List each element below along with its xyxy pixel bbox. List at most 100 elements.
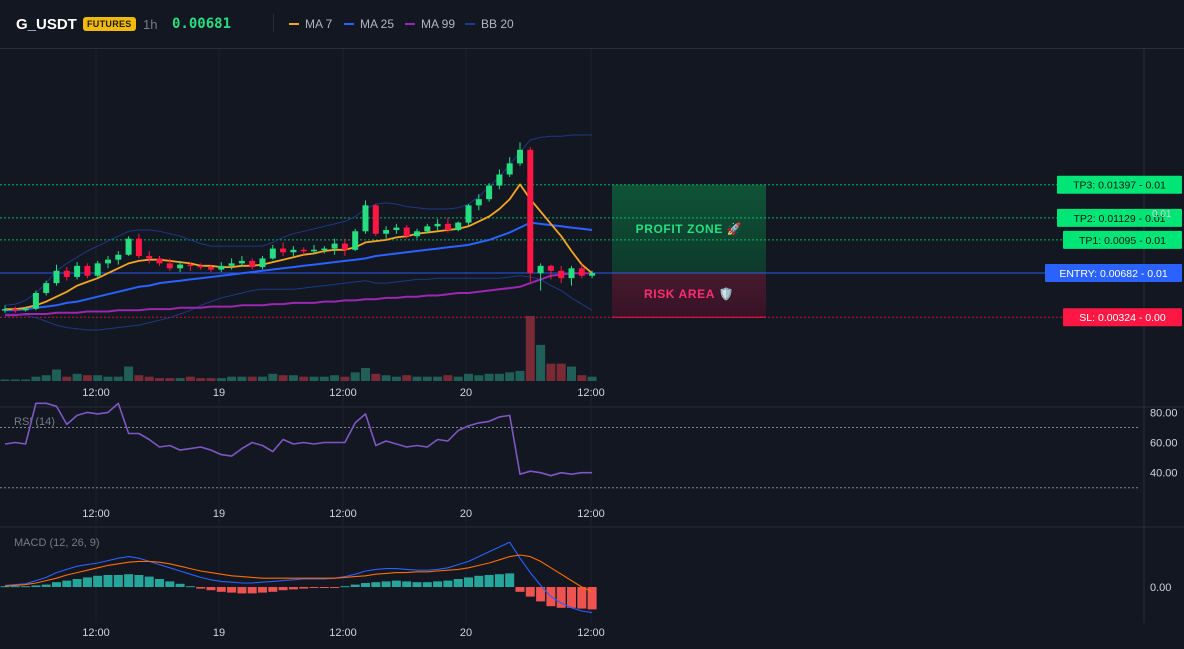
volume-bar xyxy=(93,375,103,381)
legend-ma7-label: MA 7 xyxy=(305,17,333,31)
macd-hist-bar xyxy=(515,587,525,592)
chart-header: G_USDT FUTURES 1h 0.00681 MA 7 MA 25 MA … xyxy=(0,0,1184,49)
macd-time-tick-label: 12:00 xyxy=(329,627,357,639)
price-time-tick-label: 12:00 xyxy=(82,387,110,399)
volume-bar xyxy=(422,376,432,381)
volume-bar xyxy=(412,376,422,381)
candle-body xyxy=(352,231,359,250)
rsi-time-tick-label: 19 xyxy=(213,508,225,520)
macd-hist-bar xyxy=(52,582,61,587)
macd-hist-bar xyxy=(21,586,31,588)
candle-body xyxy=(238,260,245,264)
volume-bar xyxy=(206,378,216,381)
candle-body xyxy=(414,231,420,237)
macd-hist-bar xyxy=(350,584,360,587)
macd-hist-bar xyxy=(227,587,237,593)
volume-bar xyxy=(587,376,597,381)
volume-bar xyxy=(0,379,10,381)
volume-bar xyxy=(258,376,267,381)
volume-bar xyxy=(371,373,381,381)
candle-body xyxy=(455,222,462,231)
candle-body xyxy=(475,199,482,206)
macd-hist-bar xyxy=(0,586,10,588)
volume-bar xyxy=(196,378,206,381)
legend-ma7-swatch xyxy=(289,22,299,25)
macd-hist-bar xyxy=(402,581,412,587)
level-label-tp3: TP3: 0.01397 - 0.01 xyxy=(1073,180,1166,192)
volume-bar xyxy=(546,363,556,381)
volume-bar xyxy=(124,366,134,381)
volume-bar xyxy=(505,372,515,381)
last-price: 0.00681 xyxy=(172,16,232,32)
candle-body xyxy=(187,264,194,267)
macd-time-tick-label: 20 xyxy=(460,627,472,639)
macd-hist-bar xyxy=(484,575,494,587)
header-divider xyxy=(273,14,274,32)
volume-bar xyxy=(453,376,463,381)
volume-bar xyxy=(361,368,370,381)
candle-body xyxy=(32,293,39,309)
macd-hist-bar xyxy=(556,587,566,608)
volume-bar xyxy=(567,366,576,381)
candle-body xyxy=(84,265,91,276)
macd-time-tick-label: 19 xyxy=(213,627,225,639)
candle-body xyxy=(125,238,132,255)
macd-hist-bar xyxy=(31,585,41,587)
level-label-sl: SL: 0.00324 - 0.00 xyxy=(1079,312,1166,324)
macd-hist-bar xyxy=(391,580,401,587)
volume-bar xyxy=(494,373,504,381)
macd-hist-bar xyxy=(216,587,226,592)
volume-bar xyxy=(433,376,443,381)
volume-bar xyxy=(103,376,113,381)
legend-ma99-label: MA 99 xyxy=(421,17,456,31)
macd-hist-bar xyxy=(10,586,20,588)
volume-bar xyxy=(464,373,473,381)
macd-hist-bar xyxy=(299,587,309,589)
candle-body xyxy=(197,265,204,268)
symbol-name[interactable]: G_USDT xyxy=(16,16,77,33)
candle-body xyxy=(341,243,348,250)
macd-time-tick-label: 12:00 xyxy=(577,627,605,639)
candle-body xyxy=(135,238,142,256)
candle-body xyxy=(362,205,369,232)
volume-bar xyxy=(82,375,92,381)
volume-bar xyxy=(247,376,257,381)
macd-hist-bar xyxy=(175,583,185,587)
macd-hist-bar xyxy=(155,579,164,587)
candle-body xyxy=(589,273,596,276)
legend-ma7[interactable]: MA 7 xyxy=(289,17,332,31)
macd-line xyxy=(4,541,593,614)
volume-bar xyxy=(474,375,484,381)
macd-hist-bar xyxy=(474,575,484,587)
candle-body xyxy=(424,226,431,232)
macd-hist-bar xyxy=(268,587,278,592)
macd-hist-bar xyxy=(371,582,381,587)
volume-bar xyxy=(31,376,41,381)
rsi-axis-tick: 40.00 xyxy=(1150,468,1178,480)
volume-bar xyxy=(10,379,20,381)
macd-hist-bar xyxy=(464,577,473,587)
candle-body xyxy=(290,249,297,253)
timeframe-selector[interactable]: 1h xyxy=(143,17,158,32)
legend-bb20[interactable]: BB 20 xyxy=(465,17,514,31)
macd-hist-bar xyxy=(567,587,576,608)
volume-bar xyxy=(391,376,401,381)
bb-upper-line xyxy=(4,134,593,306)
legend-ma25[interactable]: MA 25 xyxy=(344,17,394,31)
candle-body xyxy=(105,259,111,264)
macd-hist-bar xyxy=(185,586,195,588)
candle-body xyxy=(517,149,523,164)
macd-hist-bar xyxy=(288,587,298,590)
candle-body xyxy=(146,255,153,259)
volume-bar xyxy=(536,344,546,381)
candle-body xyxy=(393,227,400,231)
legend-ma99[interactable]: MA 99 xyxy=(405,17,455,31)
macd-hist-bar xyxy=(41,584,51,587)
volume-bar xyxy=(525,316,535,381)
price-time-tick-label: 12:00 xyxy=(577,387,605,399)
volume-bar xyxy=(309,376,319,381)
macd-hist-bar xyxy=(103,575,113,587)
candle-body xyxy=(269,248,276,259)
price-axis-tick: 0.01 xyxy=(1152,209,1172,220)
